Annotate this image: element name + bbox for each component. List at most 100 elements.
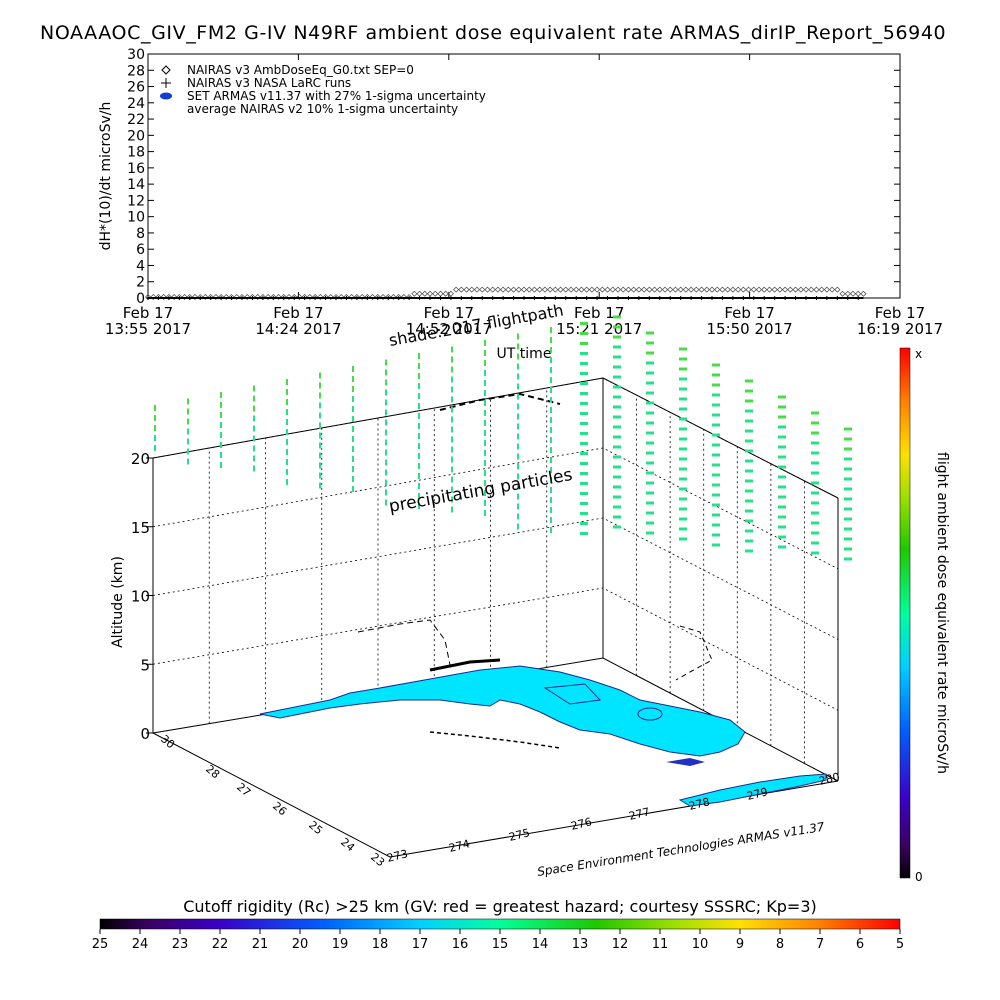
altitude-gridline bbox=[152, 517, 839, 640]
y-tick-label: 24 bbox=[127, 96, 145, 112]
nairas-v3-point bbox=[212, 294, 219, 300]
coastline-map bbox=[259, 665, 827, 807]
nairas-v3-point bbox=[667, 286, 674, 293]
x-tick-date: Feb 17 bbox=[273, 304, 323, 322]
nairas-v3-point bbox=[818, 286, 825, 293]
nairas-v3-point bbox=[823, 286, 830, 293]
nairas-v3-point bbox=[453, 286, 460, 293]
nairas-v3-point bbox=[588, 286, 595, 293]
page-title: NOAAAOC_GIV_FM2 G-IV N49RF ambient dose … bbox=[40, 22, 947, 44]
nairas-v3-point bbox=[458, 286, 465, 293]
x-tick-date: Feb 17 bbox=[123, 304, 173, 322]
florida-landmass bbox=[259, 665, 746, 757]
nairas-v3-point bbox=[181, 294, 188, 300]
y-tick-label: 8 bbox=[136, 226, 145, 242]
legend-symbol-plus bbox=[161, 78, 171, 88]
nairas-v3-point bbox=[515, 286, 522, 293]
z-tick-label: 0 bbox=[140, 725, 150, 743]
nairas-v3-point bbox=[421, 290, 428, 297]
nairas-v3-point bbox=[348, 294, 355, 300]
longitude-tick-label: 276 bbox=[570, 815, 594, 833]
colorbar-gradient bbox=[899, 347, 911, 879]
nairas-v3-point bbox=[265, 294, 272, 300]
nairas-v3-point bbox=[756, 286, 762, 293]
nairas-v3-point bbox=[844, 290, 851, 297]
nairas-v3-point bbox=[479, 286, 486, 293]
nairas-v3-point bbox=[171, 294, 178, 300]
nairas-v3-point bbox=[615, 286, 621, 293]
nairas-v3-point bbox=[400, 294, 407, 300]
nairas-v3-point bbox=[651, 286, 658, 293]
nairas-v3-point bbox=[625, 286, 632, 293]
cutoff-gradient bbox=[99, 918, 901, 930]
nairas-v3-point bbox=[317, 294, 324, 300]
cutoff-tick-label: 8 bbox=[776, 937, 784, 952]
nairas-v3-point bbox=[223, 294, 230, 300]
legend-entry: NAIRAS v3 AmbDoseEq_G0.txt SEP=0 bbox=[187, 63, 414, 77]
nairas-v3-point bbox=[829, 286, 836, 293]
nairas-v3-point bbox=[766, 286, 773, 293]
z-axis-label: Altitude (km) bbox=[110, 556, 126, 648]
cutoff-title: Cutoff rigidity (Rc) >25 km (GV: red = g… bbox=[183, 897, 817, 916]
x-tick-time: 16:19 2017 bbox=[857, 320, 943, 338]
cutoff-tick-label: 22 bbox=[212, 937, 229, 952]
nairas-v3-point bbox=[463, 286, 470, 293]
x-axis-label: UT time bbox=[497, 346, 552, 362]
y-tick-label: 4 bbox=[136, 258, 145, 274]
nairas-v3-point bbox=[682, 286, 689, 293]
county-outline bbox=[543, 683, 602, 705]
nairas-v3-point bbox=[735, 286, 742, 293]
nairas-v3-point bbox=[850, 290, 856, 297]
nairas-v3-point bbox=[813, 286, 820, 293]
grid-lines bbox=[152, 377, 839, 764]
longitude-tick-label: 279 bbox=[746, 785, 770, 803]
flight-track bbox=[357, 392, 713, 749]
nairas-v3-point bbox=[688, 286, 695, 293]
longitude-tick-label: 274 bbox=[448, 837, 472, 855]
cutoff-tick-label: 16 bbox=[452, 937, 469, 952]
nairas-v3-point bbox=[808, 286, 815, 293]
y-tick-label: 14 bbox=[127, 177, 145, 193]
nairas-v3-point bbox=[646, 286, 653, 293]
latitude-tick-label: 28 bbox=[203, 762, 222, 781]
nairas-v3-point bbox=[306, 294, 313, 300]
nairas-v3-point bbox=[568, 286, 574, 293]
nairas-v3-point bbox=[286, 294, 292, 300]
nairas-v3-point bbox=[787, 286, 794, 293]
nairas-v3-point bbox=[797, 286, 804, 293]
longitude-tick-label: 275 bbox=[508, 826, 532, 844]
z-axis: 0 5 10 15 20 bbox=[131, 450, 153, 743]
x-tick-time: 14:24 2017 bbox=[255, 320, 341, 338]
y-tick-label: 18 bbox=[127, 145, 145, 161]
nairas-v3-point bbox=[750, 286, 757, 293]
cutoff-tick-label: 21 bbox=[252, 937, 269, 952]
legend-symbol-diamond bbox=[161, 65, 171, 75]
nairas-v3-point bbox=[672, 286, 679, 293]
nairas-v3-point bbox=[604, 286, 611, 293]
island-marks bbox=[666, 758, 705, 766]
legend-symbol-dot bbox=[160, 92, 172, 100]
flight-track-shadow bbox=[429, 731, 561, 749]
cutoff-tick-label: 6 bbox=[856, 937, 864, 952]
flight-track-return bbox=[675, 625, 713, 681]
nairas-v3-point bbox=[552, 286, 559, 293]
nairas-v3-point bbox=[641, 286, 648, 293]
nairas-v3-point bbox=[489, 286, 496, 293]
nairas-v3-point bbox=[557, 286, 564, 293]
nairas-v3-point bbox=[855, 290, 862, 297]
nairas-v3-point bbox=[740, 286, 747, 293]
y-tick-label: 0 bbox=[136, 291, 145, 307]
cutoff-tick-label: 11 bbox=[652, 937, 669, 952]
cutoff-tick-label: 7 bbox=[816, 937, 824, 952]
colorbar-label: flight ambient dose equivalent rate micr… bbox=[934, 452, 950, 774]
nairas-v3-point bbox=[510, 286, 517, 293]
nairas-v3-point bbox=[562, 286, 569, 293]
cutoff-tick-label: 5 bbox=[896, 937, 904, 952]
nairas-v3-point bbox=[380, 294, 386, 300]
cuba-landmass bbox=[678, 773, 827, 807]
nairas-v3-point bbox=[776, 286, 783, 293]
